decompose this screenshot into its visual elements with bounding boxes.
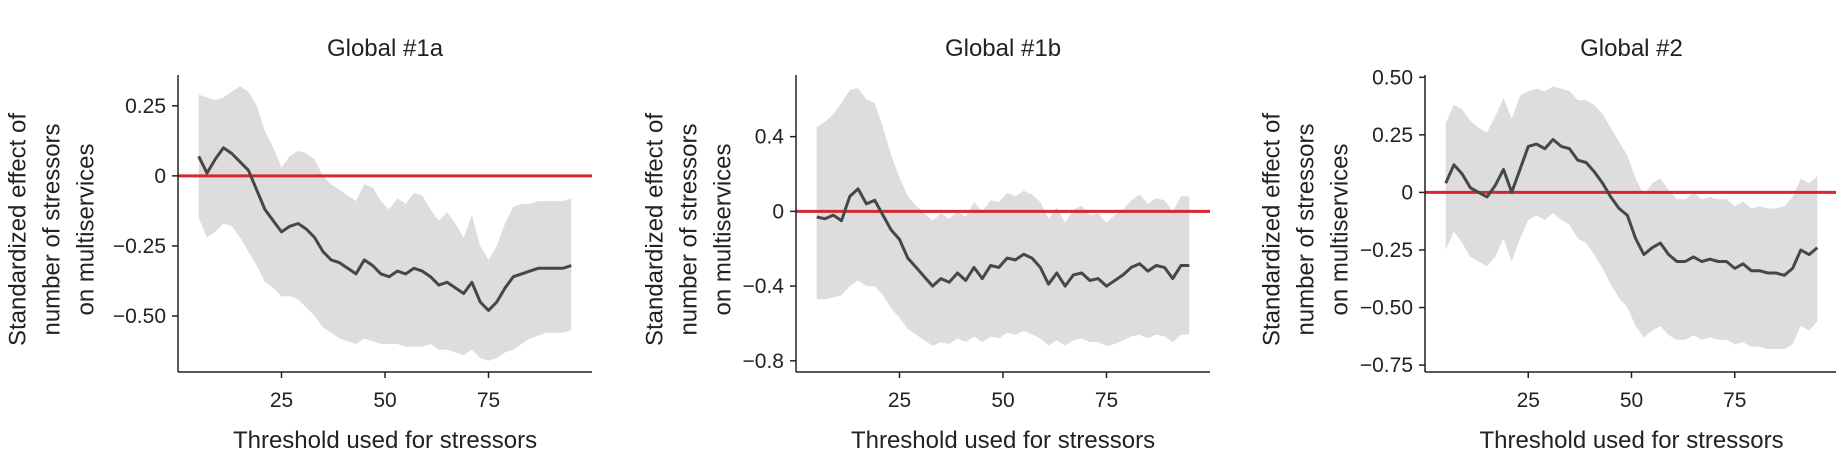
y-tick-label: −0.4 bbox=[743, 275, 785, 298]
y-axis-label: on multiservices bbox=[710, 143, 737, 315]
y-axis-label: number of stressors bbox=[39, 123, 66, 335]
x-tick-label: 25 bbox=[270, 389, 293, 412]
x-tick-label: 75 bbox=[477, 389, 500, 412]
confidence-band bbox=[816, 88, 1190, 346]
x-tick-label: 50 bbox=[373, 389, 396, 412]
y-tick-label: 0 bbox=[1401, 181, 1413, 204]
x-tick-label: 75 bbox=[1723, 389, 1746, 412]
confidence-band bbox=[198, 86, 572, 361]
chart-panel-1: 0.25 0 −0.25 −0.50 25 50 75 Global #1a Threshold… bbox=[5, 35, 592, 452]
x-tick-label: 50 bbox=[1620, 389, 1643, 412]
y-axis-label: on multiservices bbox=[1327, 143, 1354, 315]
y-axis-label: on multiservices bbox=[73, 143, 100, 315]
y-axis-label: number of stressors bbox=[676, 123, 703, 335]
y-axis-label: Standardized effect of bbox=[642, 113, 669, 346]
y-tick-label: −0.25 bbox=[113, 235, 166, 258]
chart-title: Global #1a bbox=[327, 35, 444, 62]
y-tick-label: 0 bbox=[154, 165, 166, 188]
confidence-band bbox=[1445, 86, 1818, 349]
y-tick-label: 0.4 bbox=[755, 126, 785, 149]
y-tick-label: −0.8 bbox=[743, 350, 784, 373]
y-tick-label: 0 bbox=[772, 200, 784, 223]
y-tick-label: 0.25 bbox=[1372, 124, 1413, 147]
y-tick-label: −0.25 bbox=[1360, 239, 1413, 262]
x-tick-label: 50 bbox=[991, 389, 1014, 412]
x-axis-label: Threshold used for stressors bbox=[233, 427, 537, 452]
y-axis-label: number of stressors bbox=[1293, 123, 1320, 335]
effect-series-line bbox=[1444, 138, 1819, 277]
effect-series-line bbox=[197, 146, 572, 312]
y-axis-label: Standardized effect of bbox=[1259, 113, 1286, 346]
chart-panel-3: 0.50 0.25 0 −0.25 −0.50 −0.75 25 50 75 Global #2 T… bbox=[1259, 35, 1836, 452]
x-tick-label: 75 bbox=[1095, 389, 1118, 412]
y-tick-label: −0.50 bbox=[113, 305, 166, 328]
chart-title: Global #2 bbox=[1580, 35, 1683, 62]
y-tick-label: 0.50 bbox=[1372, 66, 1413, 89]
y-tick-label: −0.50 bbox=[1360, 297, 1413, 320]
x-axis-label: Threshold used for stressors bbox=[851, 427, 1155, 452]
x-axis-label: Threshold used for stressors bbox=[1479, 427, 1783, 452]
x-tick-label: 25 bbox=[1517, 389, 1540, 412]
y-tick-label: −0.75 bbox=[1360, 354, 1413, 377]
y-tick-label: 0.25 bbox=[125, 95, 166, 118]
chart-panel-2: 0.4 0 −0.4 −0.8 25 50 75 Global #1b Threshold us… bbox=[642, 35, 1210, 452]
y-axis-label: Standardized effect of bbox=[5, 113, 32, 346]
chart-title: Global #1b bbox=[945, 35, 1061, 62]
effect-series-line bbox=[816, 187, 1190, 288]
x-tick-label: 25 bbox=[888, 389, 911, 412]
